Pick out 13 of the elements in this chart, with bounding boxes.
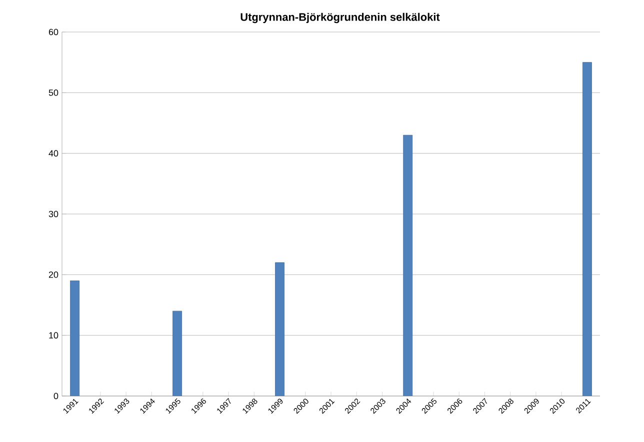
y-tick-label: 10: [49, 332, 58, 339]
chart-title: Utgrynnan-Björkögrundenin selkälokit: [240, 12, 440, 24]
bar: [70, 280, 80, 396]
y-tick-label: 20: [48, 271, 58, 278]
bar: [403, 134, 413, 396]
y-tick-label: 40: [48, 150, 58, 157]
y-tick-label: 50: [48, 89, 58, 96]
y-tick-label: 60: [48, 28, 58, 36]
y-tick-label: 30: [48, 210, 58, 218]
bar: [172, 310, 182, 396]
y-tick-label: 0: [54, 392, 58, 400]
bar: [275, 262, 284, 396]
bar: [582, 62, 592, 396]
